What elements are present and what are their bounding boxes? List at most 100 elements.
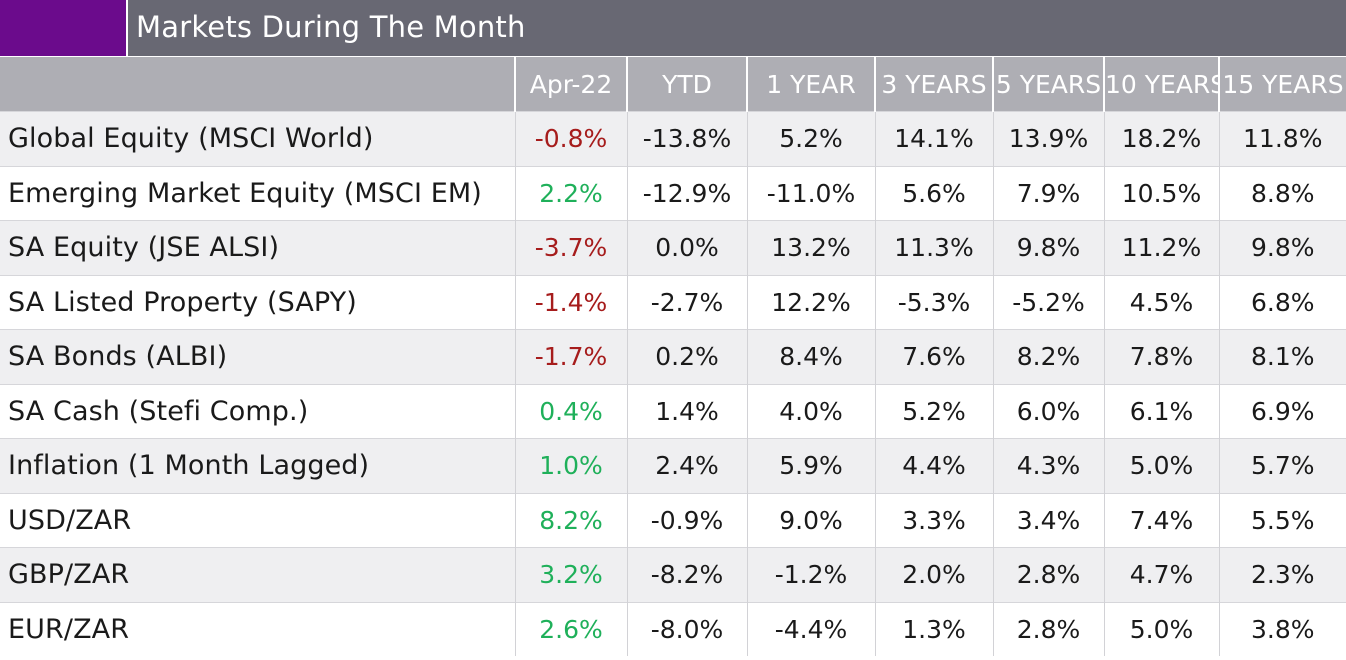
15-year-return-cell: 2.3%: [1218, 547, 1346, 602]
ytd-return-cell: -13.8%: [626, 111, 747, 166]
ytd-return-cell: -12.9%: [626, 165, 747, 221]
ytd-return-cell: 1.4%: [626, 383, 747, 439]
3-year-return-cell: 3.3%: [874, 492, 993, 548]
10-year-return-cell: 18.2%: [1103, 111, 1219, 166]
market-name-cell: Emerging Market Equity (MSCI EM): [0, 165, 515, 221]
1-year-return-cell: 5.2%: [746, 111, 875, 166]
table-header-row: Apr-22 YTD 1 YEAR 3 YEARS 5 YEARS 10 YEA…: [0, 57, 1346, 112]
1-year-return-cell: 8.4%: [746, 329, 875, 384]
table-body: Global Equity (MSCI World) -0.8% -13.8% 5.2…: [0, 111, 1346, 656]
5-year-return-cell: -5.2%: [992, 274, 1104, 330]
10-year-return-cell: 4.5%: [1103, 274, 1219, 330]
table-row: Emerging Market Equity (MSCI EM) 2.2% -12.…: [0, 165, 1346, 221]
1-year-return-cell: 9.0%: [746, 492, 875, 548]
market-name-cell: SA Equity (JSE ALSI): [0, 220, 515, 275]
10-year-return-cell: 6.1%: [1103, 383, 1219, 439]
5-year-return-cell: 8.2%: [992, 329, 1104, 384]
10-year-return-cell: 11.2%: [1103, 220, 1219, 275]
10-year-return-cell: 4.7%: [1103, 547, 1219, 602]
month-return-cell: 2.6%: [514, 601, 627, 656]
1-year-return-cell: 13.2%: [746, 220, 875, 275]
5-year-return-cell: 2.8%: [992, 547, 1104, 602]
ytd-return-cell: -8.2%: [626, 547, 747, 602]
month-return-cell: 3.2%: [514, 547, 627, 602]
market-name-cell: SA Cash (Stefi Comp.): [0, 383, 515, 439]
month-return-cell: 0.4%: [514, 383, 627, 439]
15-year-return-cell: 11.8%: [1218, 111, 1346, 166]
column-header-month: Apr-22: [514, 57, 627, 112]
15-year-return-cell: 3.8%: [1218, 601, 1346, 656]
3-year-return-cell: 5.6%: [874, 165, 993, 221]
ytd-return-cell: -0.9%: [626, 492, 747, 548]
market-name-cell: GBP/ZAR: [0, 547, 515, 602]
title-accent-block: [0, 0, 128, 56]
1-year-return-cell: 12.2%: [746, 274, 875, 330]
1-year-return-cell: -1.2%: [746, 547, 875, 602]
market-name-cell: SA Listed Property (SAPY): [0, 274, 515, 330]
1-year-return-cell: -4.4%: [746, 601, 875, 656]
ytd-return-cell: 0.2%: [626, 329, 747, 384]
5-year-return-cell: 7.9%: [992, 165, 1104, 221]
15-year-return-cell: 8.8%: [1218, 165, 1346, 221]
3-year-return-cell: 1.3%: [874, 601, 993, 656]
15-year-return-cell: 8.1%: [1218, 329, 1346, 384]
column-header-market: [0, 57, 515, 112]
5-year-return-cell: 6.0%: [992, 383, 1104, 439]
10-year-return-cell: 7.8%: [1103, 329, 1219, 384]
table-row: Inflation (1 Month Lagged) 1.0% 2.4% 5.9% 4.…: [0, 438, 1346, 493]
month-return-cell: -1.4%: [514, 274, 627, 330]
15-year-return-cell: 5.5%: [1218, 492, 1346, 548]
column-header-10-years: 10 YEARS: [1103, 57, 1219, 112]
table-row: GBP/ZAR 3.2% -8.2% -1.2% 2.0% 2.8% 4.7% 2.3%: [0, 547, 1346, 602]
3-year-return-cell: 5.2%: [874, 383, 993, 439]
market-name-cell: EUR/ZAR: [0, 601, 515, 656]
page-title: Markets During The Month: [136, 10, 526, 44]
ytd-return-cell: -2.7%: [626, 274, 747, 330]
market-name-cell: Inflation (1 Month Lagged): [0, 438, 515, 493]
column-header-15-years: 15 YEARS: [1218, 57, 1346, 112]
1-year-return-cell: 5.9%: [746, 438, 875, 493]
column-header-ytd: YTD: [626, 57, 747, 112]
column-header-5-years: 5 YEARS: [992, 57, 1104, 112]
3-year-return-cell: 7.6%: [874, 329, 993, 384]
market-name-cell: SA Bonds (ALBI): [0, 329, 515, 384]
month-return-cell: -1.7%: [514, 329, 627, 384]
3-year-return-cell: 11.3%: [874, 220, 993, 275]
15-year-return-cell: 6.9%: [1218, 383, 1346, 439]
3-year-return-cell: -5.3%: [874, 274, 993, 330]
10-year-return-cell: 5.0%: [1103, 438, 1219, 493]
month-return-cell: -0.8%: [514, 111, 627, 166]
5-year-return-cell: 2.8%: [992, 601, 1104, 656]
table-row: USD/ZAR 8.2% -0.9% 9.0% 3.3% 3.4% 7.4% 5.5%: [0, 492, 1346, 548]
table-row: EUR/ZAR 2.6% -8.0% -4.4% 1.3% 2.8% 5.0% 3.8%: [0, 601, 1346, 656]
5-year-return-cell: 13.9%: [992, 111, 1104, 166]
5-year-return-cell: 3.4%: [992, 492, 1104, 548]
month-return-cell: 8.2%: [514, 492, 627, 548]
table-row: SA Listed Property (SAPY) -1.4% -2.7% 12.2%…: [0, 274, 1346, 330]
1-year-return-cell: 4.0%: [746, 383, 875, 439]
15-year-return-cell: 5.7%: [1218, 438, 1346, 493]
3-year-return-cell: 14.1%: [874, 111, 993, 166]
month-return-cell: 1.0%: [514, 438, 627, 493]
10-year-return-cell: 10.5%: [1103, 165, 1219, 221]
table-row: SA Equity (JSE ALSI) -3.7% 0.0% 13.2% 11.3% 9…: [0, 220, 1346, 275]
ytd-return-cell: -8.0%: [626, 601, 747, 656]
15-year-return-cell: 9.8%: [1218, 220, 1346, 275]
markets-table: Apr-22 YTD 1 YEAR 3 YEARS 5 YEARS 10 YEA…: [0, 57, 1346, 656]
10-year-return-cell: 7.4%: [1103, 492, 1219, 548]
ytd-return-cell: 2.4%: [626, 438, 747, 493]
month-return-cell: 2.2%: [514, 165, 627, 221]
market-name-cell: Global Equity (MSCI World): [0, 111, 515, 166]
column-header-3-years: 3 YEARS: [874, 57, 993, 112]
5-year-return-cell: 4.3%: [992, 438, 1104, 493]
table-row: SA Bonds (ALBI) -1.7% 0.2% 8.4% 7.6% 8.2% 7.8%…: [0, 329, 1346, 384]
15-year-return-cell: 6.8%: [1218, 274, 1346, 330]
3-year-return-cell: 2.0%: [874, 547, 993, 602]
table-row: SA Cash (Stefi Comp.) 0.4% 1.4% 4.0% 5.2% 6.0…: [0, 383, 1346, 439]
market-name-cell: USD/ZAR: [0, 492, 515, 548]
column-header-1-year: 1 YEAR: [746, 57, 875, 112]
10-year-return-cell: 5.0%: [1103, 601, 1219, 656]
title-bar: Markets During The Month: [0, 0, 1346, 57]
month-return-cell: -3.7%: [514, 220, 627, 275]
ytd-return-cell: 0.0%: [626, 220, 747, 275]
